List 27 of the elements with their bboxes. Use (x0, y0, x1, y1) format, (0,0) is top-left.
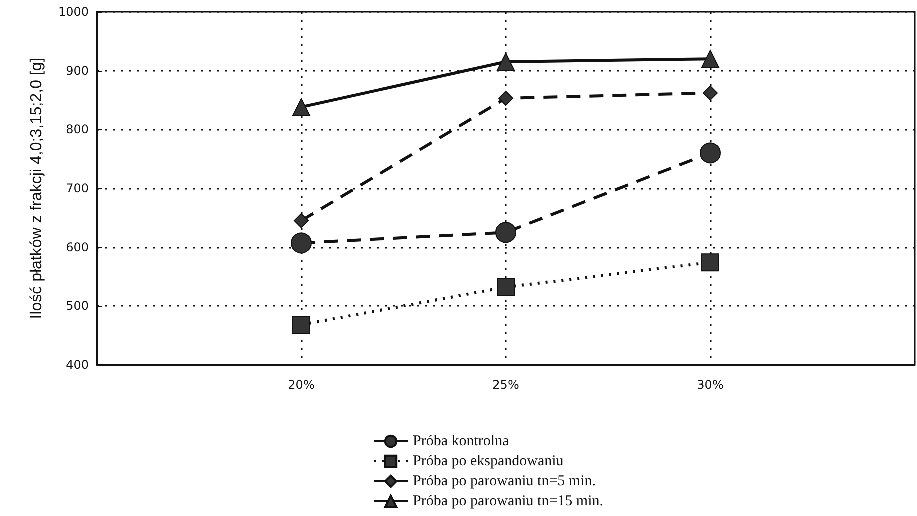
x-tick-label: 30% (697, 378, 724, 392)
point (702, 254, 720, 272)
y-tick-label: 500 (66, 299, 89, 314)
legend-label: Próba po parowaniu tn=5 min. (413, 474, 596, 490)
point (294, 213, 309, 228)
x-tick-label: 25% (492, 378, 520, 392)
y-tick-label: 700 (66, 182, 89, 196)
point (497, 53, 515, 72)
legend-label: Próba kontrolna (413, 434, 510, 450)
point (292, 316, 310, 334)
point (292, 98, 310, 116)
y-tick-label: 1000 (58, 5, 89, 19)
point (496, 222, 516, 244)
y-tick-label: 800 (66, 122, 89, 137)
y-axis-title: Ilość płatków z frakcji 4,0;3,15;2,0 [g] (28, 58, 46, 320)
legend-label: Próba po ekspandowaniu (413, 454, 564, 470)
point (498, 90, 514, 106)
y-tick-label: 400 (66, 358, 89, 372)
point (700, 142, 721, 164)
y-tick-label: 600 (66, 240, 89, 254)
point (291, 232, 312, 254)
y-tick-label: 900 (66, 64, 89, 78)
point (703, 86, 718, 101)
x-tick-label: 20% (288, 378, 315, 392)
point (497, 278, 515, 296)
point (702, 50, 720, 68)
legend-label: Próba po parowaniu tn=15 min. (413, 494, 604, 510)
